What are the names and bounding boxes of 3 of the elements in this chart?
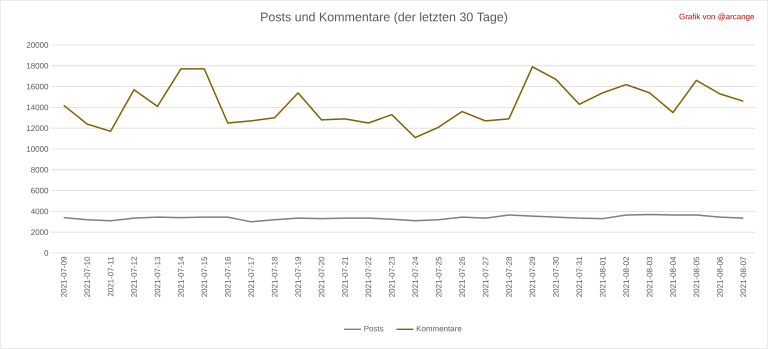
chart-title: Posts und Kommentare (der letzten 30 Tage): [261, 12, 508, 24]
line-series: [62, 66, 744, 138]
line-series: [62, 214, 744, 223]
